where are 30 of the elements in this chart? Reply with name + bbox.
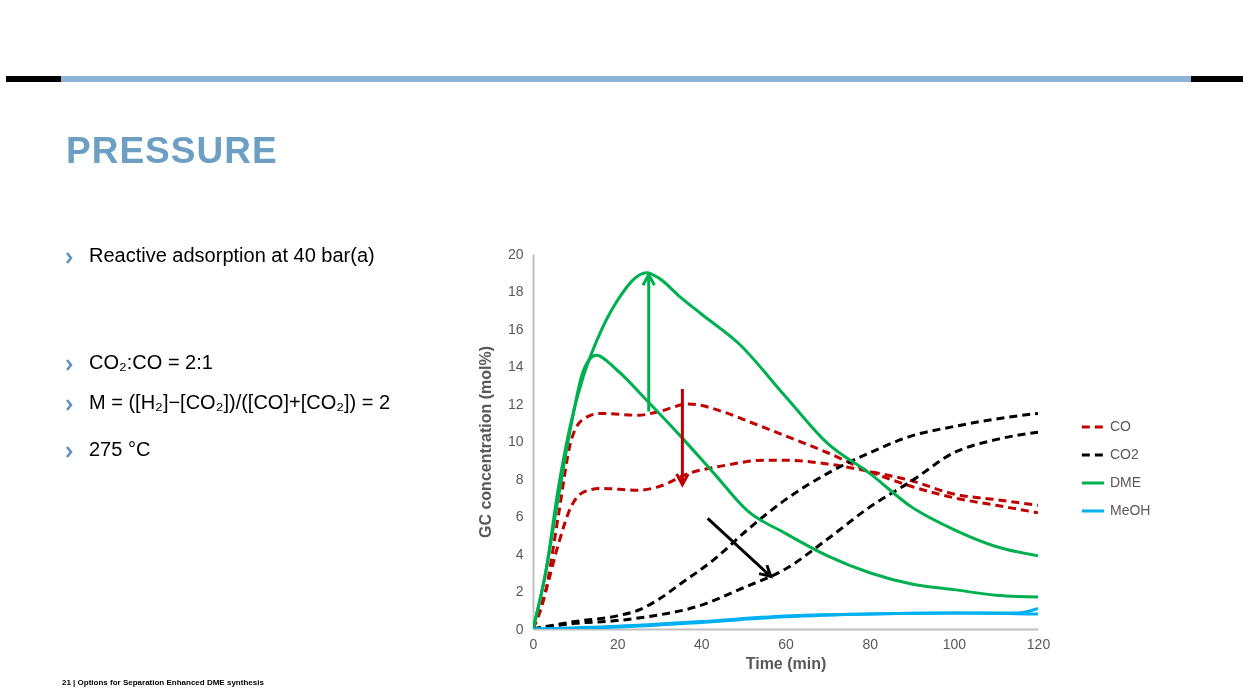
- x-tick-label: 60: [778, 635, 794, 652]
- y-tick-label: 12: [507, 395, 524, 412]
- y-tick-label: 16: [507, 320, 524, 337]
- x-tick-label: 100: [942, 635, 967, 652]
- x-axis-title: Time (min): [745, 654, 827, 672]
- text: PRESSURE: [66, 130, 278, 172]
- x-tick-label: 40: [694, 635, 710, 652]
- y-tick-label: 6: [515, 508, 524, 524]
- legend-label: DME: [1110, 474, 1142, 490]
- y-tick-label: 2: [515, 583, 524, 599]
- x-tick-label: 120: [1026, 635, 1051, 652]
- text: 21 | Options for Separation Enhanced DME synthesis: [62, 678, 264, 687]
- text: CO₂:CO = 2:1: [89, 351, 213, 374]
- y-tick-label: 8: [515, 470, 524, 487]
- y-tick-label: 18: [507, 283, 524, 299]
- y-tick-label: 4: [515, 545, 524, 562]
- y-axis-title: GC concentration (mol%): [476, 345, 494, 539]
- x-tick-label: 0: [529, 635, 538, 652]
- legend-label: MeOH: [1110, 502, 1151, 518]
- y-tick-label: 14: [507, 358, 524, 374]
- text: Reactive adsorption at 40 bar(a): [89, 244, 375, 267]
- legend-label: CO: [1110, 418, 1132, 434]
- text: M = ([H₂]−[CO₂])/([CO]+[CO₂]) = 2: [89, 391, 391, 414]
- text: 275 °C: [89, 438, 151, 461]
- y-tick-label: 10: [507, 433, 524, 449]
- y-tick-label: 20: [507, 245, 524, 262]
- x-tick-label: 20: [609, 635, 626, 652]
- x-tick-label: 80: [862, 635, 879, 652]
- legend-label: CO2: [1110, 446, 1139, 462]
- y-tick-label: 0: [515, 620, 524, 637]
